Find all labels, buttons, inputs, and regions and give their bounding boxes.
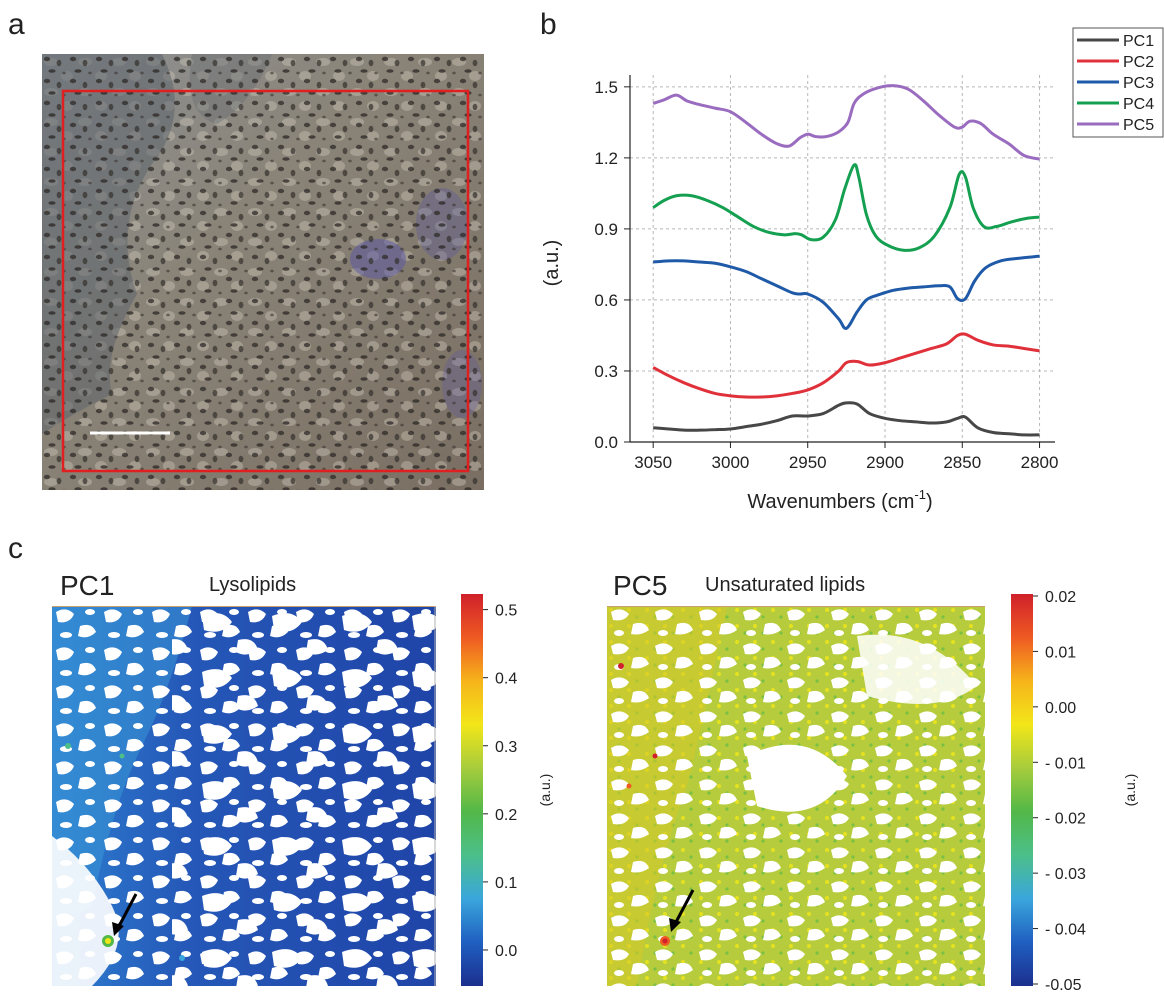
colorbar-tick-label: 0.0 bbox=[495, 943, 517, 960]
legend-label-pc2: PC2 bbox=[1123, 54, 1154, 71]
y-tick-label: 0.3 bbox=[594, 362, 618, 381]
legend-label-pc1: PC1 bbox=[1123, 33, 1154, 50]
legend-label-pc4: PC4 bbox=[1123, 96, 1154, 113]
y-tick-label: 1.2 bbox=[594, 149, 618, 168]
arrow-right bbox=[673, 889, 695, 925]
pc-loadings-chart: 3050 3000 2950 2900 2850 2800 0.0 0.3 0.6 0.9 1.2 1… bbox=[541, 27, 1164, 513]
x-tick-label: 3000 bbox=[712, 453, 750, 472]
y-tick-label: 0.9 bbox=[594, 220, 618, 239]
panel-label-c: c bbox=[8, 532, 23, 565]
x-tick-label: 2900 bbox=[866, 453, 904, 472]
colorbar-gradient bbox=[1011, 594, 1033, 986]
pc5-intensity-map bbox=[607, 606, 985, 986]
colorbar-tick-label: - 0.04 bbox=[1045, 922, 1086, 939]
y-axis-label: (a.u.) bbox=[541, 240, 563, 287]
panel-label-b: b bbox=[540, 8, 557, 41]
map-right-label: PC5 bbox=[613, 570, 668, 601]
colorbar-tick-label: 0.4 bbox=[495, 671, 517, 688]
y-tick-label: 0.0 bbox=[594, 433, 618, 452]
colorbar-tick-label: 0.02 bbox=[1045, 590, 1076, 606]
series-line-pc3 bbox=[653, 254, 1040, 330]
colorbar-tick-label: - 0.02 bbox=[1045, 811, 1086, 828]
x-tick-label: 3050 bbox=[634, 453, 672, 472]
y-tick-label: 1.5 bbox=[594, 78, 618, 97]
colorbar-tick-label: 0.1 bbox=[495, 875, 517, 892]
series-line-pc4 bbox=[652, 163, 1040, 252]
colorbar-tick-label: 0.00 bbox=[1045, 700, 1076, 717]
colorbar-unit-label: (a.u.) bbox=[537, 774, 553, 807]
series-line-pc5 bbox=[652, 84, 1040, 161]
x-tick-label: 2850 bbox=[943, 453, 981, 472]
x-tick-label: 2950 bbox=[789, 453, 827, 472]
acquisition-frame bbox=[61, 89, 470, 473]
panel-label-a: a bbox=[8, 8, 25, 41]
pc5-colorbar: 0.02 0.01 0.00 - 0.01 - 0.02 - 0.03 - 0.04 -0.0… bbox=[1011, 590, 1138, 990]
map-right-title: Unsaturated lipids bbox=[705, 574, 866, 596]
map-left-title: Lysolipids bbox=[209, 574, 297, 596]
tissue-micrograph bbox=[42, 54, 484, 490]
map-left-label: PC1 bbox=[60, 570, 115, 601]
colorbar-tick-label: 0.01 bbox=[1045, 644, 1076, 661]
pc1-colorbar: 0.5 0.4 0.3 0.2 0.1 0.0 (a.u.) bbox=[461, 594, 553, 986]
colorbar-gradient bbox=[461, 594, 483, 986]
legend-label-pc3: PC3 bbox=[1123, 75, 1154, 92]
x-axis-label: Wavenumbers (cm-1) bbox=[747, 487, 932, 513]
x-tick-label: 2800 bbox=[1021, 453, 1059, 472]
colorbar-tick-label: - 0.01 bbox=[1045, 755, 1086, 772]
colorbar-tick-label: -0.05 bbox=[1045, 977, 1082, 990]
colorbar-tick-label: - 0.03 bbox=[1045, 866, 1086, 883]
colorbar-tick-label: 0.5 bbox=[495, 603, 517, 620]
pc1-intensity-map bbox=[52, 606, 436, 986]
series-line-pc2 bbox=[652, 332, 1040, 399]
series-line-pc1 bbox=[653, 401, 1040, 437]
y-tick-label: 0.6 bbox=[594, 291, 618, 310]
arrow-left bbox=[116, 893, 138, 929]
colorbar-tick-label: 0.3 bbox=[495, 739, 517, 756]
colorbar-unit-label: (a.u.) bbox=[1122, 774, 1138, 807]
legend-label-pc5: PC5 bbox=[1123, 117, 1154, 134]
colorbar-tick-label: 0.2 bbox=[495, 807, 517, 824]
